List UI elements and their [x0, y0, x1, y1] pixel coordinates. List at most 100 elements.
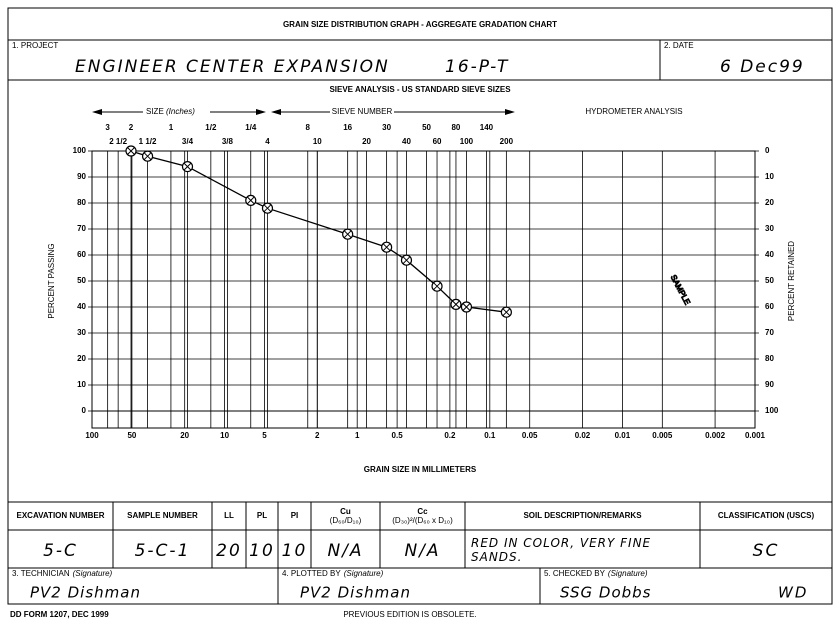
- x2-tick-label: 1: [169, 123, 174, 132]
- signature: PV2 Dishman: [300, 584, 411, 602]
- field-label: 5. CHECKED BY (Signature): [544, 569, 648, 578]
- x-tick-label: 0.002: [705, 431, 726, 440]
- x2-tick-label: 100: [460, 137, 474, 146]
- cell-value: 5-C-1: [135, 541, 191, 561]
- y-tick-label: 30: [77, 328, 86, 337]
- arrow-head: [256, 109, 266, 115]
- x2-tick-label: 40: [402, 137, 411, 146]
- x2-tick-label: 8: [306, 123, 311, 132]
- form-border: [7, 7, 833, 605]
- point-cross: [183, 162, 192, 171]
- y-tick-label: 70: [77, 224, 86, 233]
- point-cross: [382, 243, 391, 252]
- column-title: Cc: [417, 507, 428, 516]
- cell-value: N/A: [404, 541, 440, 561]
- y-tick-label: 100: [73, 146, 87, 155]
- table: EXCAVATION NUMBER SAMPLE NUMBER LL PL PI Cu(D…: [12, 502, 814, 602]
- y2-tick-label: 30: [765, 224, 774, 233]
- description-line: RED IN COLOR, VERY FINE: [471, 536, 651, 550]
- x2-tick-label: 3: [105, 123, 110, 132]
- x-tick-label: 0.2: [444, 431, 456, 440]
- field-note: (Signature): [608, 569, 648, 578]
- y2-tick-label: 60: [765, 302, 774, 311]
- y-tick-label: 50: [77, 276, 86, 285]
- x2-tick-label: 50: [422, 123, 431, 132]
- x2-tick-label: 16: [343, 123, 352, 132]
- x2-tick-label: 3/4: [182, 137, 194, 146]
- x2-tick-label: 20: [362, 137, 371, 146]
- column-title: PI: [291, 511, 299, 520]
- column-title: CLASSIFICATION (USCS): [718, 511, 815, 520]
- signature: SSG Dobbs: [560, 584, 652, 602]
- x2-tick-label: 60: [433, 137, 442, 146]
- point-cross: [143, 152, 152, 161]
- size-label: SIZE: [146, 107, 164, 116]
- column-title: EXCAVATION NUMBER: [17, 511, 105, 520]
- hydrometer-label: HYDROMETER ANALYSIS: [585, 107, 682, 116]
- x2-tick-label: 2 1/2: [109, 137, 127, 146]
- y2-tick-label: 50: [765, 276, 774, 285]
- x2-tick-label: 80: [451, 123, 460, 132]
- field-label: 2. DATE: [664, 41, 694, 50]
- y2-tick-label: 0: [765, 146, 770, 155]
- field-label: 1. PROJECT: [12, 41, 58, 50]
- field-label: 3. TECHNICIAN: [12, 569, 70, 578]
- field-label: 5. CHECKED BY: [544, 569, 606, 578]
- initials: WD: [778, 584, 808, 602]
- form-title: GRAIN SIZE DISTRIBUTION GRAPH - AGGREGAT…: [283, 20, 557, 29]
- point-cross: [263, 204, 272, 213]
- x-tick-label: 0.001: [745, 431, 766, 440]
- x-tick-label: 0.02: [575, 431, 591, 440]
- field-note: (Signature): [344, 569, 384, 578]
- y2-tick-label: 10: [765, 172, 774, 181]
- x-tick-label: 0.005: [652, 431, 673, 440]
- x-tick-label: 100: [85, 431, 99, 440]
- y2-axis-label: PERCENT RETAINED: [787, 241, 796, 321]
- form-frame: [7, 7, 833, 605]
- scale-strip: [91, 410, 756, 429]
- column-title: LL: [224, 511, 234, 520]
- y-axis-label: PERCENT PASSING: [47, 243, 56, 318]
- x-tick-label: 10: [220, 431, 229, 440]
- point-cross: [502, 308, 511, 317]
- y-tick-label: 80: [77, 198, 86, 207]
- point-cross: [246, 196, 255, 205]
- x-tick-label: 0.1: [484, 431, 496, 440]
- column-title: PL: [257, 511, 267, 520]
- x2-tick-label: 30: [382, 123, 391, 132]
- field-label: 4. PLOTTED BY: [282, 569, 341, 578]
- date-value: 6 Dec99: [720, 57, 805, 77]
- x-tick-label: 50: [127, 431, 136, 440]
- y-tick-label: 60: [77, 250, 86, 259]
- y2-tick-label: 70: [765, 328, 774, 337]
- column-title: SAMPLE NUMBER: [127, 511, 198, 520]
- cell-value: 10: [282, 541, 308, 561]
- point-cross: [452, 300, 460, 309]
- arrow-head: [505, 109, 515, 115]
- x2-tick-label: 1/4: [245, 123, 257, 132]
- point-cross: [462, 303, 471, 311]
- column-title: SOIL DESCRIPTION/REMARKS: [523, 511, 642, 520]
- point-cross: [127, 147, 135, 155]
- size-label: SIZE (Inches): [146, 107, 195, 116]
- project-number: 16-P-T: [445, 57, 509, 77]
- point-cross: [402, 256, 411, 265]
- point-cross: [433, 282, 441, 291]
- y2-tick-label: 40: [765, 250, 774, 259]
- sieve-label: SIEVE NUMBER: [332, 107, 393, 116]
- description-line: SANDS.: [471, 550, 522, 564]
- arrow-head: [271, 109, 281, 115]
- x2-tick-label: 200: [500, 137, 514, 146]
- column-subtitle: (D₆₀/D₁₀): [330, 516, 362, 525]
- cell-value: N/A: [327, 541, 363, 561]
- cell-value: RED IN COLOR, VERY FINE SANDS.: [471, 536, 651, 564]
- x2-tick-label: 10: [313, 137, 322, 146]
- chart-title: SIEVE ANALYSIS - US STANDARD SIEVE SIZES: [329, 85, 511, 94]
- y2-tick-label: 20: [765, 198, 774, 207]
- x-tick-label: 0.05: [522, 431, 538, 440]
- x-tick-label: 5: [262, 431, 267, 440]
- signature: PV2 Dishman: [30, 584, 141, 602]
- y-tick-label: 20: [77, 354, 86, 363]
- x2-tick-label: 1/2: [205, 123, 217, 132]
